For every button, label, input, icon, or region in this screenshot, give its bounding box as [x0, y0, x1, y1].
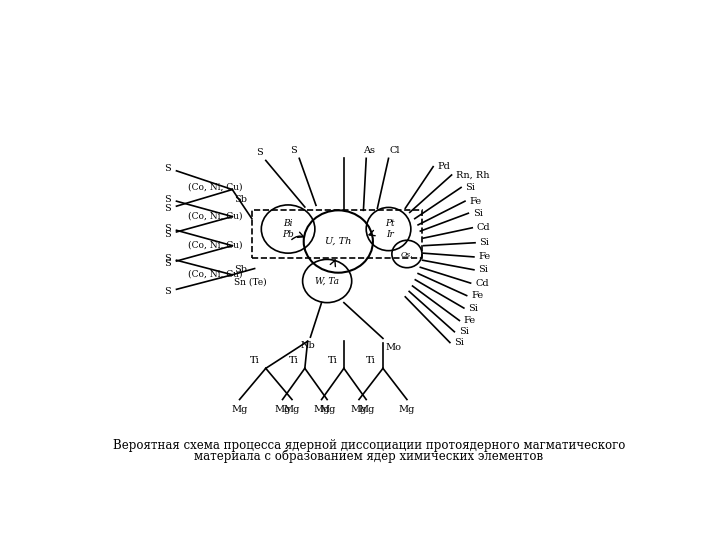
Text: Pt
Ir: Pt Ir: [385, 219, 395, 239]
Text: Si: Si: [466, 183, 475, 192]
Text: Sn (Te): Sn (Te): [234, 278, 266, 287]
Text: Fe: Fe: [478, 252, 490, 261]
Text: S: S: [164, 164, 171, 173]
Text: Si: Si: [468, 303, 478, 313]
Text: Ti: Ti: [289, 356, 299, 365]
Text: S: S: [164, 230, 171, 239]
Text: Rn, Rh: Rn, Rh: [456, 171, 490, 179]
Text: Mg: Mg: [399, 404, 415, 414]
Text: S: S: [164, 287, 171, 296]
Text: S: S: [164, 204, 171, 213]
Text: Mg: Mg: [319, 404, 336, 414]
Text: Si: Si: [473, 209, 482, 218]
Text: Mg: Mg: [274, 404, 291, 414]
Text: S: S: [164, 254, 171, 262]
Text: Pd: Pd: [438, 162, 451, 171]
Text: Cd: Cd: [477, 224, 490, 232]
Text: Si: Si: [459, 327, 469, 336]
Text: (Co, Ni, Cu): (Co, Ni, Cu): [188, 211, 242, 220]
Text: S: S: [164, 194, 171, 204]
Text: Fe: Fe: [469, 197, 482, 206]
Text: U, Th: U, Th: [325, 237, 351, 246]
Text: Fe: Fe: [464, 316, 476, 325]
Text: Mg: Mg: [284, 404, 300, 414]
Text: S: S: [164, 224, 171, 233]
Text: материала с образованием ядер химических элементов: материала с образованием ядер химических…: [194, 450, 544, 463]
Text: (Co, Ni, Cu): (Co, Ni, Cu): [188, 183, 242, 192]
Text: Cl: Cl: [390, 146, 400, 155]
Text: As: As: [363, 146, 375, 155]
Text: Bi
Pb: Bi Pb: [282, 219, 294, 239]
Text: Os,: Os,: [401, 250, 413, 258]
Text: Ti: Ti: [328, 356, 338, 365]
Text: Mg: Mg: [313, 404, 330, 414]
Text: Вероятная схема процесса ядерной диссоциации протоядерного магматического: Вероятная схема процесса ядерной диссоци…: [113, 439, 625, 452]
Text: W, Ta: W, Ta: [315, 276, 339, 286]
Text: Ti: Ti: [250, 356, 259, 365]
Text: Fe: Fe: [471, 291, 483, 300]
Text: Mg: Mg: [351, 404, 367, 414]
Text: S: S: [256, 148, 263, 157]
Text: Mo: Mo: [386, 342, 402, 352]
Text: S: S: [290, 146, 297, 155]
Text: Sb: Sb: [234, 195, 247, 205]
Text: Si: Si: [480, 238, 490, 247]
Text: Mg: Mg: [358, 404, 374, 414]
Text: Si: Si: [454, 338, 464, 347]
Text: S: S: [164, 259, 171, 268]
Text: Ti: Ti: [366, 356, 376, 365]
Text: Nb: Nb: [300, 341, 315, 350]
Text: Mg: Mg: [231, 404, 248, 414]
Text: Sb: Sb: [234, 265, 247, 274]
Text: (Co, Ni, Cu): (Co, Ni, Cu): [188, 269, 242, 279]
Text: (Co, Ni, Cu): (Co, Ni, Cu): [188, 240, 242, 249]
Text: Cd: Cd: [475, 279, 489, 288]
Text: Si: Si: [478, 265, 488, 274]
